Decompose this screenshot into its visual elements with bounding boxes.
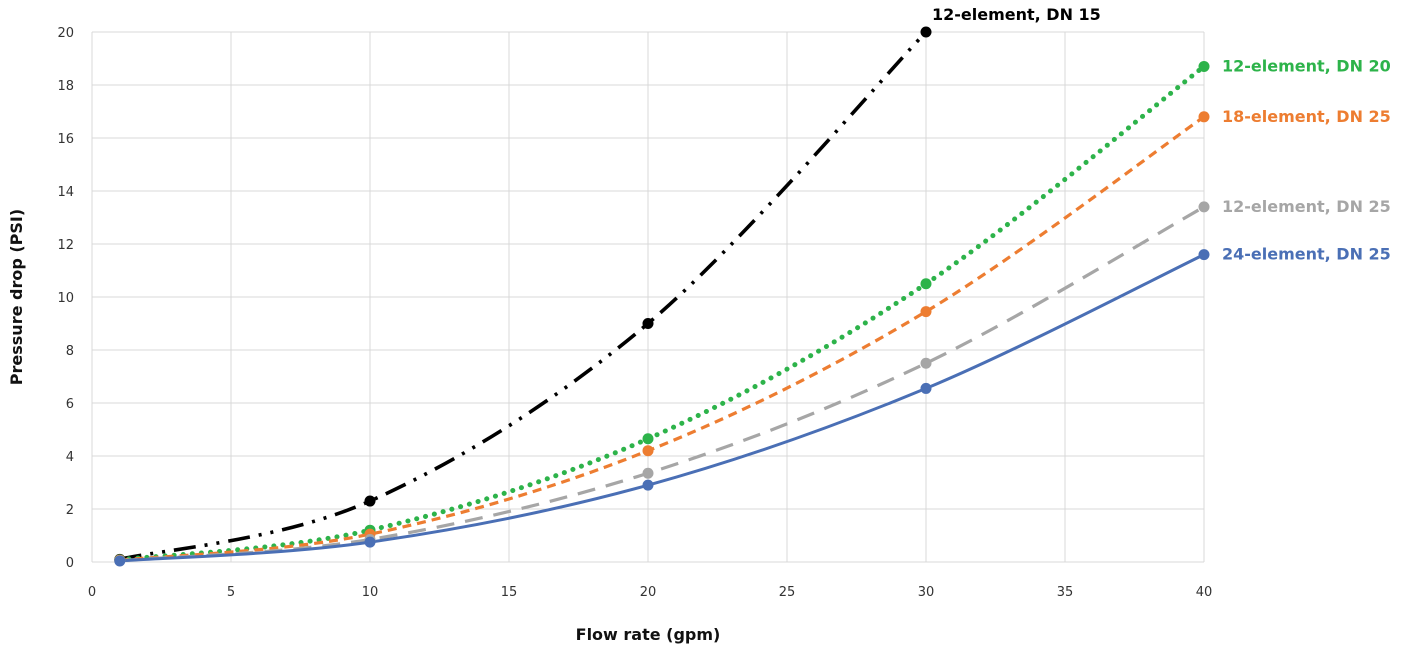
gridlines	[91, 31, 1205, 563]
y-tick-label: 12	[57, 238, 74, 253]
series-label-3: 12-element, DN 25	[1222, 197, 1391, 216]
x-axis-title: Flow rate (gpm)	[576, 625, 721, 644]
data-point-1-4	[1198, 60, 1210, 72]
series-label-2: 18-element, DN 25	[1222, 107, 1391, 126]
data-point-1-3	[920, 278, 932, 290]
data-point-3-3	[920, 357, 932, 369]
y-tick-label: 8	[66, 344, 74, 359]
x-tick-label: 40	[1196, 585, 1213, 600]
data-point-4-2	[642, 479, 654, 491]
series-label-1: 12-element, DN 20	[1222, 56, 1391, 75]
x-tick-label: 15	[501, 585, 518, 600]
y-tick-label: 10	[57, 291, 74, 306]
data-point-0-3	[920, 26, 932, 38]
y-tick-label: 6	[66, 397, 74, 412]
x-tick-label: 10	[362, 585, 379, 600]
series-markers	[114, 26, 1210, 567]
y-tick-label: 2	[66, 503, 74, 518]
y-tick-label: 18	[57, 79, 74, 94]
series-label-4: 24-element, DN 25	[1222, 245, 1391, 264]
data-point-2-4	[1198, 111, 1210, 123]
y-tick-label: 20	[57, 26, 74, 41]
series-line-0	[119, 30, 928, 562]
y-axis-title: Pressure drop (PSI)	[7, 209, 26, 385]
x-tick-label: 35	[1057, 585, 1074, 600]
y-tick-label: 0	[66, 556, 74, 571]
data-point-4-3	[920, 382, 932, 394]
series-label-0: 12-element, DN 15	[932, 5, 1101, 24]
x-tick-label: 5	[227, 585, 235, 600]
series-line-3	[119, 205, 1205, 563]
tick-labels: 0 5 10 15 20 25 30 35 40 0 2 4 6 8 10 12 14 16 18 20	[57, 26, 1212, 600]
data-point-4-4	[1198, 249, 1210, 261]
data-point-2-2	[642, 445, 654, 457]
series-labels: 12-element, DN 15 12-element, DN 20 18-ele…	[932, 5, 1391, 264]
data-point-0-2	[642, 318, 654, 329]
x-tick-label: 25	[779, 585, 796, 600]
data-point-1-2	[642, 433, 654, 445]
y-tick-label: 4	[66, 450, 74, 465]
series-line-2	[119, 115, 1205, 562]
data-point-4-0	[114, 555, 126, 567]
data-point-3-4	[1198, 201, 1210, 213]
x-tick-label: 0	[88, 585, 96, 600]
y-tick-label: 16	[57, 132, 74, 147]
data-point-3-2	[642, 467, 654, 479]
series-line-1	[117, 63, 1207, 563]
y-tick-label: 14	[57, 185, 74, 200]
x-tick-label: 20	[640, 585, 657, 600]
data-point-0-1	[364, 495, 376, 507]
x-tick-label: 30	[918, 585, 935, 600]
series-lines	[117, 30, 1207, 563]
data-point-2-3	[920, 306, 932, 318]
data-point-4-1	[364, 536, 376, 548]
series-line-4	[118, 253, 1206, 563]
